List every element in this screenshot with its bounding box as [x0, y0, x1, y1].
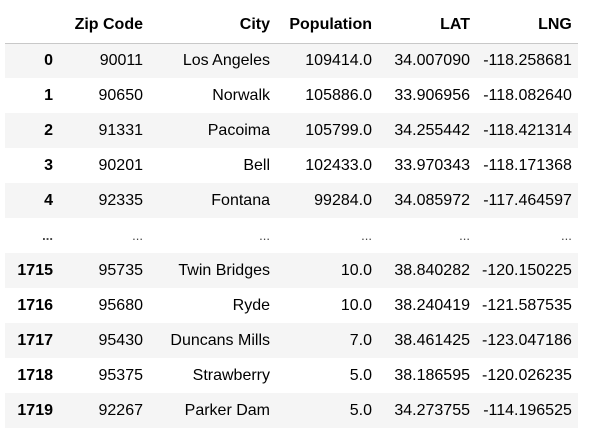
table-row: 2 91331 Pacoima 105799.0 34.255442 -118.…	[5, 113, 578, 148]
row-index: 1718	[17, 366, 53, 384]
row-index: 1	[44, 86, 53, 104]
cell-ellipsis: ...	[132, 228, 143, 243]
cell-lng: -118.082640	[483, 86, 572, 104]
cell-population: 5.0	[349, 366, 372, 384]
table-row: 1716 95680 Ryde 10.0 38.240419 -121.5875…	[5, 288, 578, 323]
cell-lng: -118.171368	[483, 156, 572, 174]
table-header: Zip Code City Population LAT LNG	[5, 8, 578, 44]
table-row: 1715 95735 Twin Bridges 10.0 38.840282 -…	[5, 253, 578, 288]
row-index: 0	[44, 51, 53, 69]
cell-population: 5.0	[349, 401, 372, 419]
dataframe-table: Zip Code City Population LAT LNG 0 90011…	[5, 8, 578, 428]
cell-city: Fontana	[211, 191, 270, 209]
cell-population: 10.0	[340, 296, 372, 314]
cell-population: 109414.0	[305, 51, 372, 69]
cell-lat: 33.906956	[394, 86, 470, 104]
cell-zip: 90011	[99, 51, 143, 69]
cell-city: Ryde	[232, 296, 270, 314]
column-header-lng: LNG	[476, 8, 578, 44]
cell-lng: -123.047186	[482, 331, 572, 349]
table-row: 1719 92267 Parker Dam 5.0 34.273755 -114…	[5, 393, 578, 428]
cell-population: 7.0	[349, 331, 372, 349]
cell-lat: 34.007090	[394, 51, 470, 69]
cell-lat: 34.085972	[394, 191, 470, 209]
table-row: 0 90011 Los Angeles 109414.0 34.007090 -…	[5, 43, 578, 78]
cell-population: 10.0	[340, 261, 372, 279]
cell-lng: -118.421314	[483, 121, 572, 139]
cell-lat: 38.461425	[394, 331, 470, 349]
cell-city: Pacoima	[207, 121, 270, 139]
cell-zip: 92267	[98, 401, 144, 419]
cell-lng: -118.258681	[483, 51, 572, 69]
row-index: 1715	[17, 261, 53, 279]
cell-zip: 95680	[98, 296, 144, 314]
table-row: 1718 95375 Strawberry 5.0 38.186595 -120…	[5, 358, 578, 393]
row-index: 2	[44, 121, 53, 139]
cell-population: 105799.0	[305, 121, 372, 139]
table-body: 0 90011 Los Angeles 109414.0 34.007090 -…	[5, 43, 578, 428]
cell-ellipsis: ...	[259, 228, 270, 243]
cell-zip: 90650	[98, 86, 144, 104]
row-index: 1719	[17, 401, 53, 419]
cell-city: Bell	[243, 156, 270, 174]
cell-lat: 34.273755	[394, 401, 470, 419]
cell-lng: -121.587535	[482, 296, 572, 314]
cell-zip: 91331	[98, 121, 144, 139]
cell-population: 105886.0	[305, 86, 372, 104]
cell-lng: -120.150225	[482, 261, 572, 279]
cell-population: 102433.0	[305, 156, 372, 174]
cell-zip: 95430	[98, 331, 144, 349]
column-header-population: Population	[276, 8, 378, 44]
cell-city: Parker Dam	[184, 401, 270, 419]
cell-lng: -114.196525	[483, 401, 572, 419]
cell-city: Strawberry	[192, 366, 270, 384]
index-header	[5, 8, 59, 44]
row-index-ellipsis: ...	[42, 228, 53, 243]
table-row: 1717 95430 Duncans Mills 7.0 38.461425 -…	[5, 323, 578, 358]
cell-city: Los Angeles	[182, 51, 270, 69]
ellipsis-row: ... ... ... ... ... ...	[5, 218, 578, 253]
table-row: 3 90201 Bell 102433.0 33.970343 -118.171…	[5, 148, 578, 183]
cell-population: 99284.0	[314, 191, 372, 209]
column-header-city: City	[149, 8, 276, 44]
column-header-zip-code: Zip Code	[59, 8, 149, 44]
row-index: 1716	[17, 296, 53, 314]
cell-lat: 33.970343	[394, 156, 470, 174]
cell-zip: 95375	[98, 366, 144, 384]
row-index: 3	[44, 156, 53, 174]
column-header-lat: LAT	[378, 8, 476, 44]
cell-city: Norwalk	[212, 86, 270, 104]
header-row: Zip Code City Population LAT LNG	[5, 8, 578, 44]
cell-lat: 34.255442	[394, 121, 470, 139]
table-row: 1 90650 Norwalk 105886.0 33.906956 -118.…	[5, 78, 578, 113]
cell-zip: 90201	[98, 156, 144, 174]
table-row: 4 92335 Fontana 99284.0 34.085972 -117.4…	[5, 183, 578, 218]
cell-lng: -120.026235	[482, 366, 572, 384]
cell-city: Twin Bridges	[178, 261, 270, 279]
cell-lat: 38.840282	[394, 261, 470, 279]
cell-ellipsis: ...	[561, 228, 572, 243]
cell-zip: 95735	[98, 261, 144, 279]
cell-zip: 92335	[98, 191, 144, 209]
row-index: 1717	[17, 331, 53, 349]
cell-lat: 38.186595	[394, 366, 470, 384]
cell-city: Duncans Mills	[170, 331, 270, 349]
cell-ellipsis: ...	[361, 228, 372, 243]
cell-lat: 38.240419	[394, 296, 470, 314]
cell-ellipsis: ...	[459, 228, 470, 243]
row-index: 4	[44, 191, 53, 209]
cell-lng: -117.464597	[483, 191, 572, 209]
